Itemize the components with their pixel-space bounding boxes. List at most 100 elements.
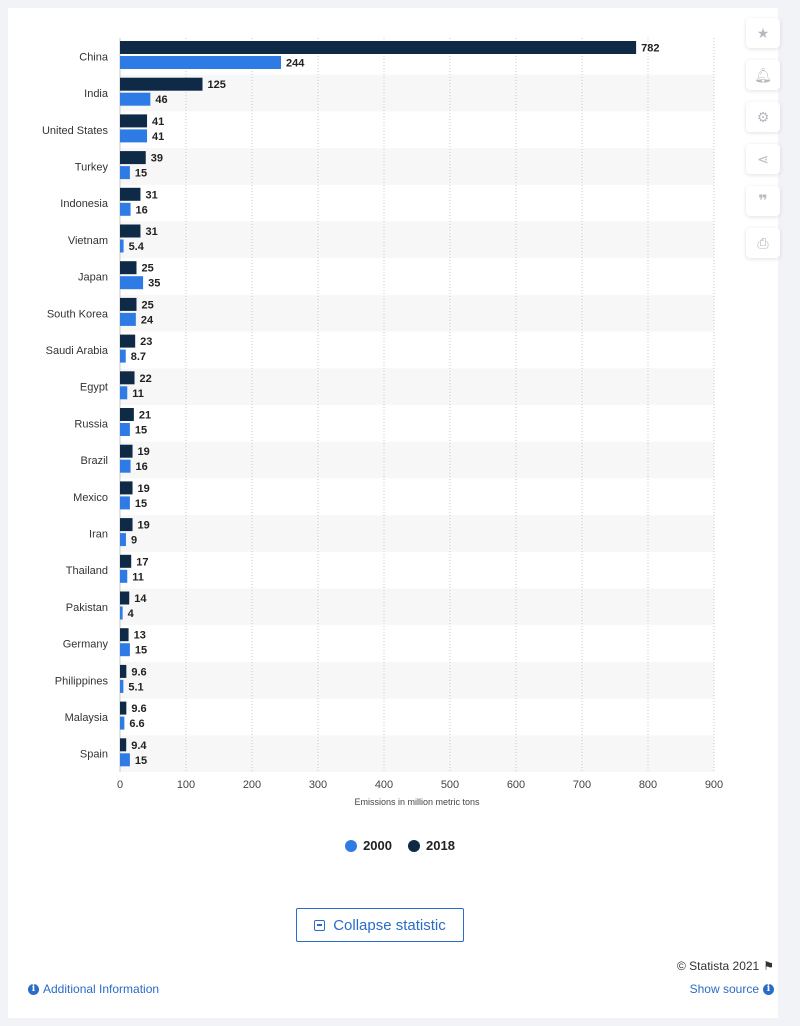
bar-2018 [120,151,146,165]
info-icon: i [28,983,39,995]
favorite-button[interactable]: ★ [746,18,780,48]
row-band [120,735,714,772]
legend-item-2018[interactable]: 2018 [408,838,455,853]
bar-2000 [120,606,123,620]
legend-label-2000: 2000 [363,838,392,853]
category-label: China [79,51,109,63]
data-label-2000: 8.7 [131,351,146,363]
data-label-2000: 9 [131,535,137,547]
row-band [120,74,714,112]
category-label: Iran [89,528,108,540]
data-label-2000: 6.6 [129,718,144,730]
bar-2000 [120,312,136,326]
data-label-2018: 31 [145,189,157,201]
bar-2000 [120,129,148,143]
notification-button[interactable]: 🔔︎ [746,60,780,90]
show-source-link[interactable]: Show source i [690,982,774,996]
category-label: Spain [80,749,108,761]
data-label-2000: 5.4 [129,241,145,253]
category-label: Vietnam [68,235,108,247]
bar-2018 [120,114,148,128]
chart-legend: 2000 2018 [0,838,800,853]
category-label: Brazil [80,455,108,467]
bar-2018 [120,738,127,752]
category-label: India [84,88,109,100]
data-label-2000: 15 [135,168,147,180]
bar-2018 [120,444,133,458]
data-label-2018: 25 [142,299,154,311]
category-label: Russia [74,418,109,430]
bar-2000 [120,56,282,69]
data-label-2000: 16 [136,204,148,216]
bar-2000 [120,753,130,767]
x-tick-label: 200 [243,779,261,791]
bar-2000 [120,569,128,583]
share-button[interactable]: ⋖ [746,144,780,174]
data-label-2000: 16 [136,461,148,473]
data-label-2018: 13 [134,630,146,642]
data-label-2018: 9.6 [131,666,146,678]
bar-2018 [120,481,133,495]
data-label-2018: 25 [142,263,154,275]
x-tick-label: 0 [117,779,123,791]
data-label-2000: 15 [135,498,147,510]
collapse-statistic-button[interactable]: Collapse statistic [296,908,464,942]
bar-2018 [120,224,141,238]
data-label-2000: 41 [152,131,164,143]
bar-2000 [120,459,131,473]
data-label-2018: 23 [140,336,152,348]
bar-2018 [120,664,127,678]
bar-2000 [120,166,130,180]
print-button[interactable]: ⎙ [746,228,780,258]
additional-information-link[interactable]: i Additional Information [28,982,159,996]
flag-icon[interactable]: ⚑ [763,959,774,973]
additional-information-label: Additional Information [43,982,160,996]
share-icon: ⋖ [757,150,769,167]
legend-dot-2018 [408,839,420,852]
bar-2000 [120,496,130,510]
bar-2000 [120,92,151,106]
bar-2018 [120,334,136,348]
copyright: © Statista 2021 ⚑ [677,959,774,973]
data-label-2000: 11 [132,571,144,583]
copyright-text: © Statista 2021 [677,959,760,973]
row-band [120,588,714,626]
category-label: Saudi Arabia [46,345,109,357]
data-label-2000: 15 [135,755,147,767]
bar-2018 [120,554,132,568]
bar-2018 [120,41,637,54]
x-tick-label: 300 [309,779,327,791]
category-label: Japan [78,272,108,284]
row-band [120,368,714,405]
show-source-label: Show source [689,982,759,996]
star-icon: ★ [756,24,770,41]
data-label-2018: 125 [208,79,226,91]
data-label-2000: 46 [155,94,167,106]
legend-item-2000[interactable]: 2000 [345,838,392,853]
bar-2000 [120,386,128,400]
cite-button[interactable]: ❞ [746,186,780,216]
data-label-2018: 21 [139,410,151,422]
bar-2018 [120,408,134,421]
bar-2000 [120,276,144,290]
bar-2018 [120,591,130,605]
bar-2000 [120,716,125,730]
collapse-label: Collapse statistic [333,916,446,934]
category-label: Turkey [75,161,109,173]
data-label-2000: 4 [128,608,135,620]
data-label-2000: 35 [148,278,160,290]
bar-2018 [120,261,137,275]
category-label: Malaysia [65,712,109,724]
category-label: Pakistan [66,602,108,614]
settings-button[interactable]: ⚙ [746,102,780,132]
category-label: Mexico [73,492,108,504]
gear-icon: ⚙ [756,108,770,125]
bar-2000 [120,679,124,693]
data-label-2018: 782 [641,43,659,55]
bar-2018 [120,371,135,385]
data-label-2000: 24 [141,314,154,326]
x-tick-label: 500 [441,779,459,791]
data-label-2018: 19 [138,520,150,532]
category-label: Indonesia [60,198,109,210]
row-band [120,148,714,185]
